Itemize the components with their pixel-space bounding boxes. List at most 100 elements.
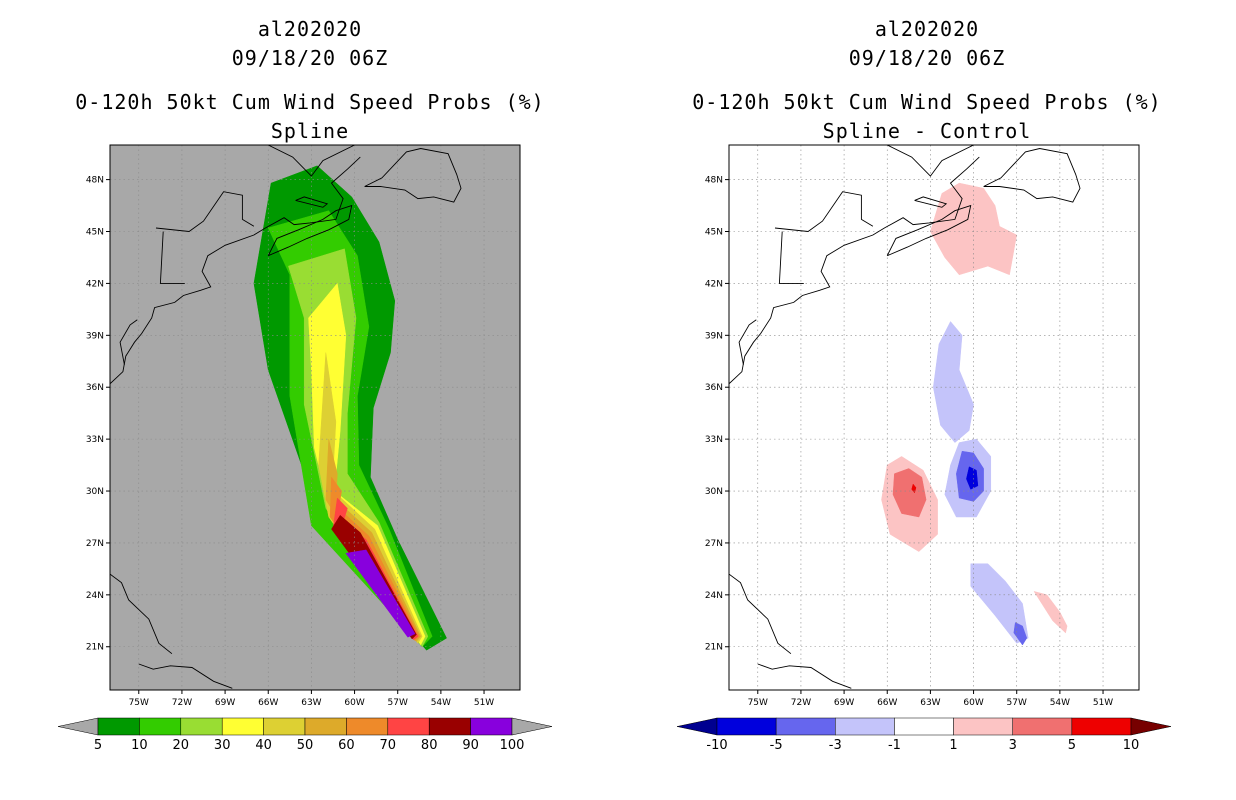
right-colorbar-label-2: -3 — [829, 738, 842, 753]
right-coastline-3 — [983, 148, 1081, 203]
left-xtick-label-8: 51W — [474, 698, 494, 708]
right-xtick-label-6: 57W — [1007, 698, 1027, 708]
right-colorbar-label-5: 3 — [1009, 738, 1017, 753]
left-title-storm: al202020 — [257, 17, 363, 41]
right-colorbar-swatch-4 — [953, 717, 1013, 736]
right-colorbar-swatch-2 — [835, 717, 895, 736]
left-colorbar-high-arrow — [511, 717, 553, 736]
left-contour-9 — [345, 549, 416, 638]
right-xtick-label-7: 54W — [1050, 698, 1070, 708]
right-colorbar-label-1: -5 — [770, 738, 783, 753]
left-map-panel: 75W 72W 69W 66W 63W 60W 57W 54W 51W 48N 45N 42N 39N 3… — [57, 144, 553, 753]
left-colorbar-label-0: 5 — [94, 738, 102, 753]
right-colorbar-label-7: 10 — [1123, 738, 1140, 753]
left-colorbar-swatch-7 — [387, 717, 430, 736]
right-title-subtitle: Spline - Control — [822, 119, 1032, 143]
right-coastline-10 — [738, 319, 757, 365]
left-colorbar-label-2: 20 — [173, 738, 190, 753]
left-xtick-label-5: 60W — [344, 698, 364, 708]
left-colorbar-swatch-8 — [428, 717, 471, 736]
right-coastline-9 — [778, 231, 804, 284]
left-xtick-label-3: 66W — [258, 698, 278, 708]
right-xtick-label-5: 60W — [963, 698, 983, 708]
right-colorbar-swatch-5 — [1012, 717, 1073, 736]
right-colorbar: -10 -5 -3 -1 1 3 5 10 — [676, 717, 1172, 753]
right-ytick-label-0: 48N — [705, 176, 723, 186]
right-ytick-label-2: 42N — [705, 279, 723, 289]
right-colorbar-swatch-1 — [775, 717, 836, 736]
right-ytick-label-5: 33N — [705, 435, 723, 445]
left-ytick-label-6: 30N — [86, 487, 104, 497]
left-colorbar-swatch-1 — [139, 717, 182, 736]
left-coastline-6 — [138, 663, 233, 689]
left-title-time: 09/18/20 06Z — [231, 46, 389, 70]
left-ytick-label-7: 27N — [86, 539, 104, 549]
right-contour-7 — [970, 563, 1029, 644]
right-coastline-2 — [914, 196, 948, 208]
right-colorbar-label-6: 5 — [1068, 738, 1076, 753]
left-ytick-label-2: 42N — [86, 279, 104, 289]
left-colorbar-swatch-4 — [263, 717, 306, 736]
right-xtick-label-3: 66W — [877, 698, 897, 708]
right-colorbar-swatch-6 — [1071, 717, 1132, 736]
right-ytick-label-9: 21N — [705, 643, 723, 653]
left-map-frame — [109, 144, 521, 691]
right-ytick-label-8: 24N — [705, 591, 723, 601]
right-ytick-label-4: 36N — [705, 383, 723, 393]
left-colorbar-label-10: 100 — [500, 738, 525, 753]
left-coastline-2 — [295, 196, 329, 208]
left-xtick-label-0: 75W — [129, 698, 149, 708]
left-coastline-4 — [268, 145, 355, 177]
right-xtick-label-4: 63W — [920, 698, 940, 708]
left-coastline-8 — [155, 191, 255, 232]
right-contour-0 — [930, 182, 1017, 276]
left-ytick-label-1: 45N — [86, 228, 104, 238]
left-colorbar-label-5: 50 — [297, 738, 314, 753]
right-contour-10 — [966, 466, 979, 490]
left-ytick-label-8: 24N — [86, 591, 104, 601]
left-ytick-label-5: 33N — [86, 435, 104, 445]
left-contour-3 — [308, 282, 426, 646]
left-ytick-label-4: 36N — [86, 383, 104, 393]
right-colorbar-swatch-3 — [894, 717, 954, 736]
left-xtick-label-1: 72W — [172, 698, 192, 708]
right-contour-3 — [892, 468, 927, 518]
left-ytick-label-9: 21N — [86, 643, 104, 653]
right-ytick-label-3: 39N — [705, 331, 723, 341]
left-colorbar-swatch-6 — [346, 717, 389, 736]
left-coastline-10 — [119, 319, 138, 365]
left-colorbar-label-8: 80 — [421, 738, 438, 753]
right-colorbar-high-arrow — [1130, 717, 1172, 736]
left-colorbar-label-4: 40 — [255, 738, 272, 753]
right-xtick-label-2: 69W — [834, 698, 854, 708]
left-coastline-0 — [110, 156, 361, 385]
right-xtick-label-1: 72W — [791, 698, 811, 708]
right-colorbar-label-3: -1 — [888, 738, 901, 753]
right-ytick-label-1: 45N — [705, 228, 723, 238]
left-coastline-5 — [110, 573, 173, 655]
left-ytick-label-0: 48N — [86, 176, 104, 186]
left-xtick-label-6: 57W — [388, 698, 408, 708]
left-colorbar-label-1: 10 — [131, 738, 148, 753]
left-colorbar-low-arrow — [57, 717, 99, 736]
left-colorbar-swatch-0 — [97, 717, 140, 736]
left-xtick-label-7: 54W — [431, 698, 451, 708]
right-map-frame — [728, 144, 1140, 691]
left-title-subtitle: Spline — [270, 119, 350, 143]
right-contour-5 — [933, 321, 974, 443]
right-coastline-8 — [774, 191, 874, 232]
right-coastline-1 — [886, 204, 972, 257]
left-title-product: 0-120h 50kt Cum Wind Speed Probs (%) — [75, 90, 545, 114]
right-coastline-4 — [887, 145, 974, 177]
left-ytick-label-3: 39N — [86, 331, 104, 341]
left-coastline-1 — [267, 204, 353, 257]
right-colorbar-label-4: 1 — [949, 738, 957, 753]
left-colorbar: 5 10 20 30 40 50 60 70 80 90 100 — [57, 717, 553, 753]
left-colorbar-swatch-9 — [470, 717, 513, 736]
right-contour-4 — [911, 483, 917, 494]
right-colorbar-swatch-0 — [716, 717, 777, 736]
left-coastline-9 — [159, 231, 185, 284]
left-colorbar-swatch-3 — [221, 717, 264, 736]
left-coastline-3 — [364, 148, 462, 203]
